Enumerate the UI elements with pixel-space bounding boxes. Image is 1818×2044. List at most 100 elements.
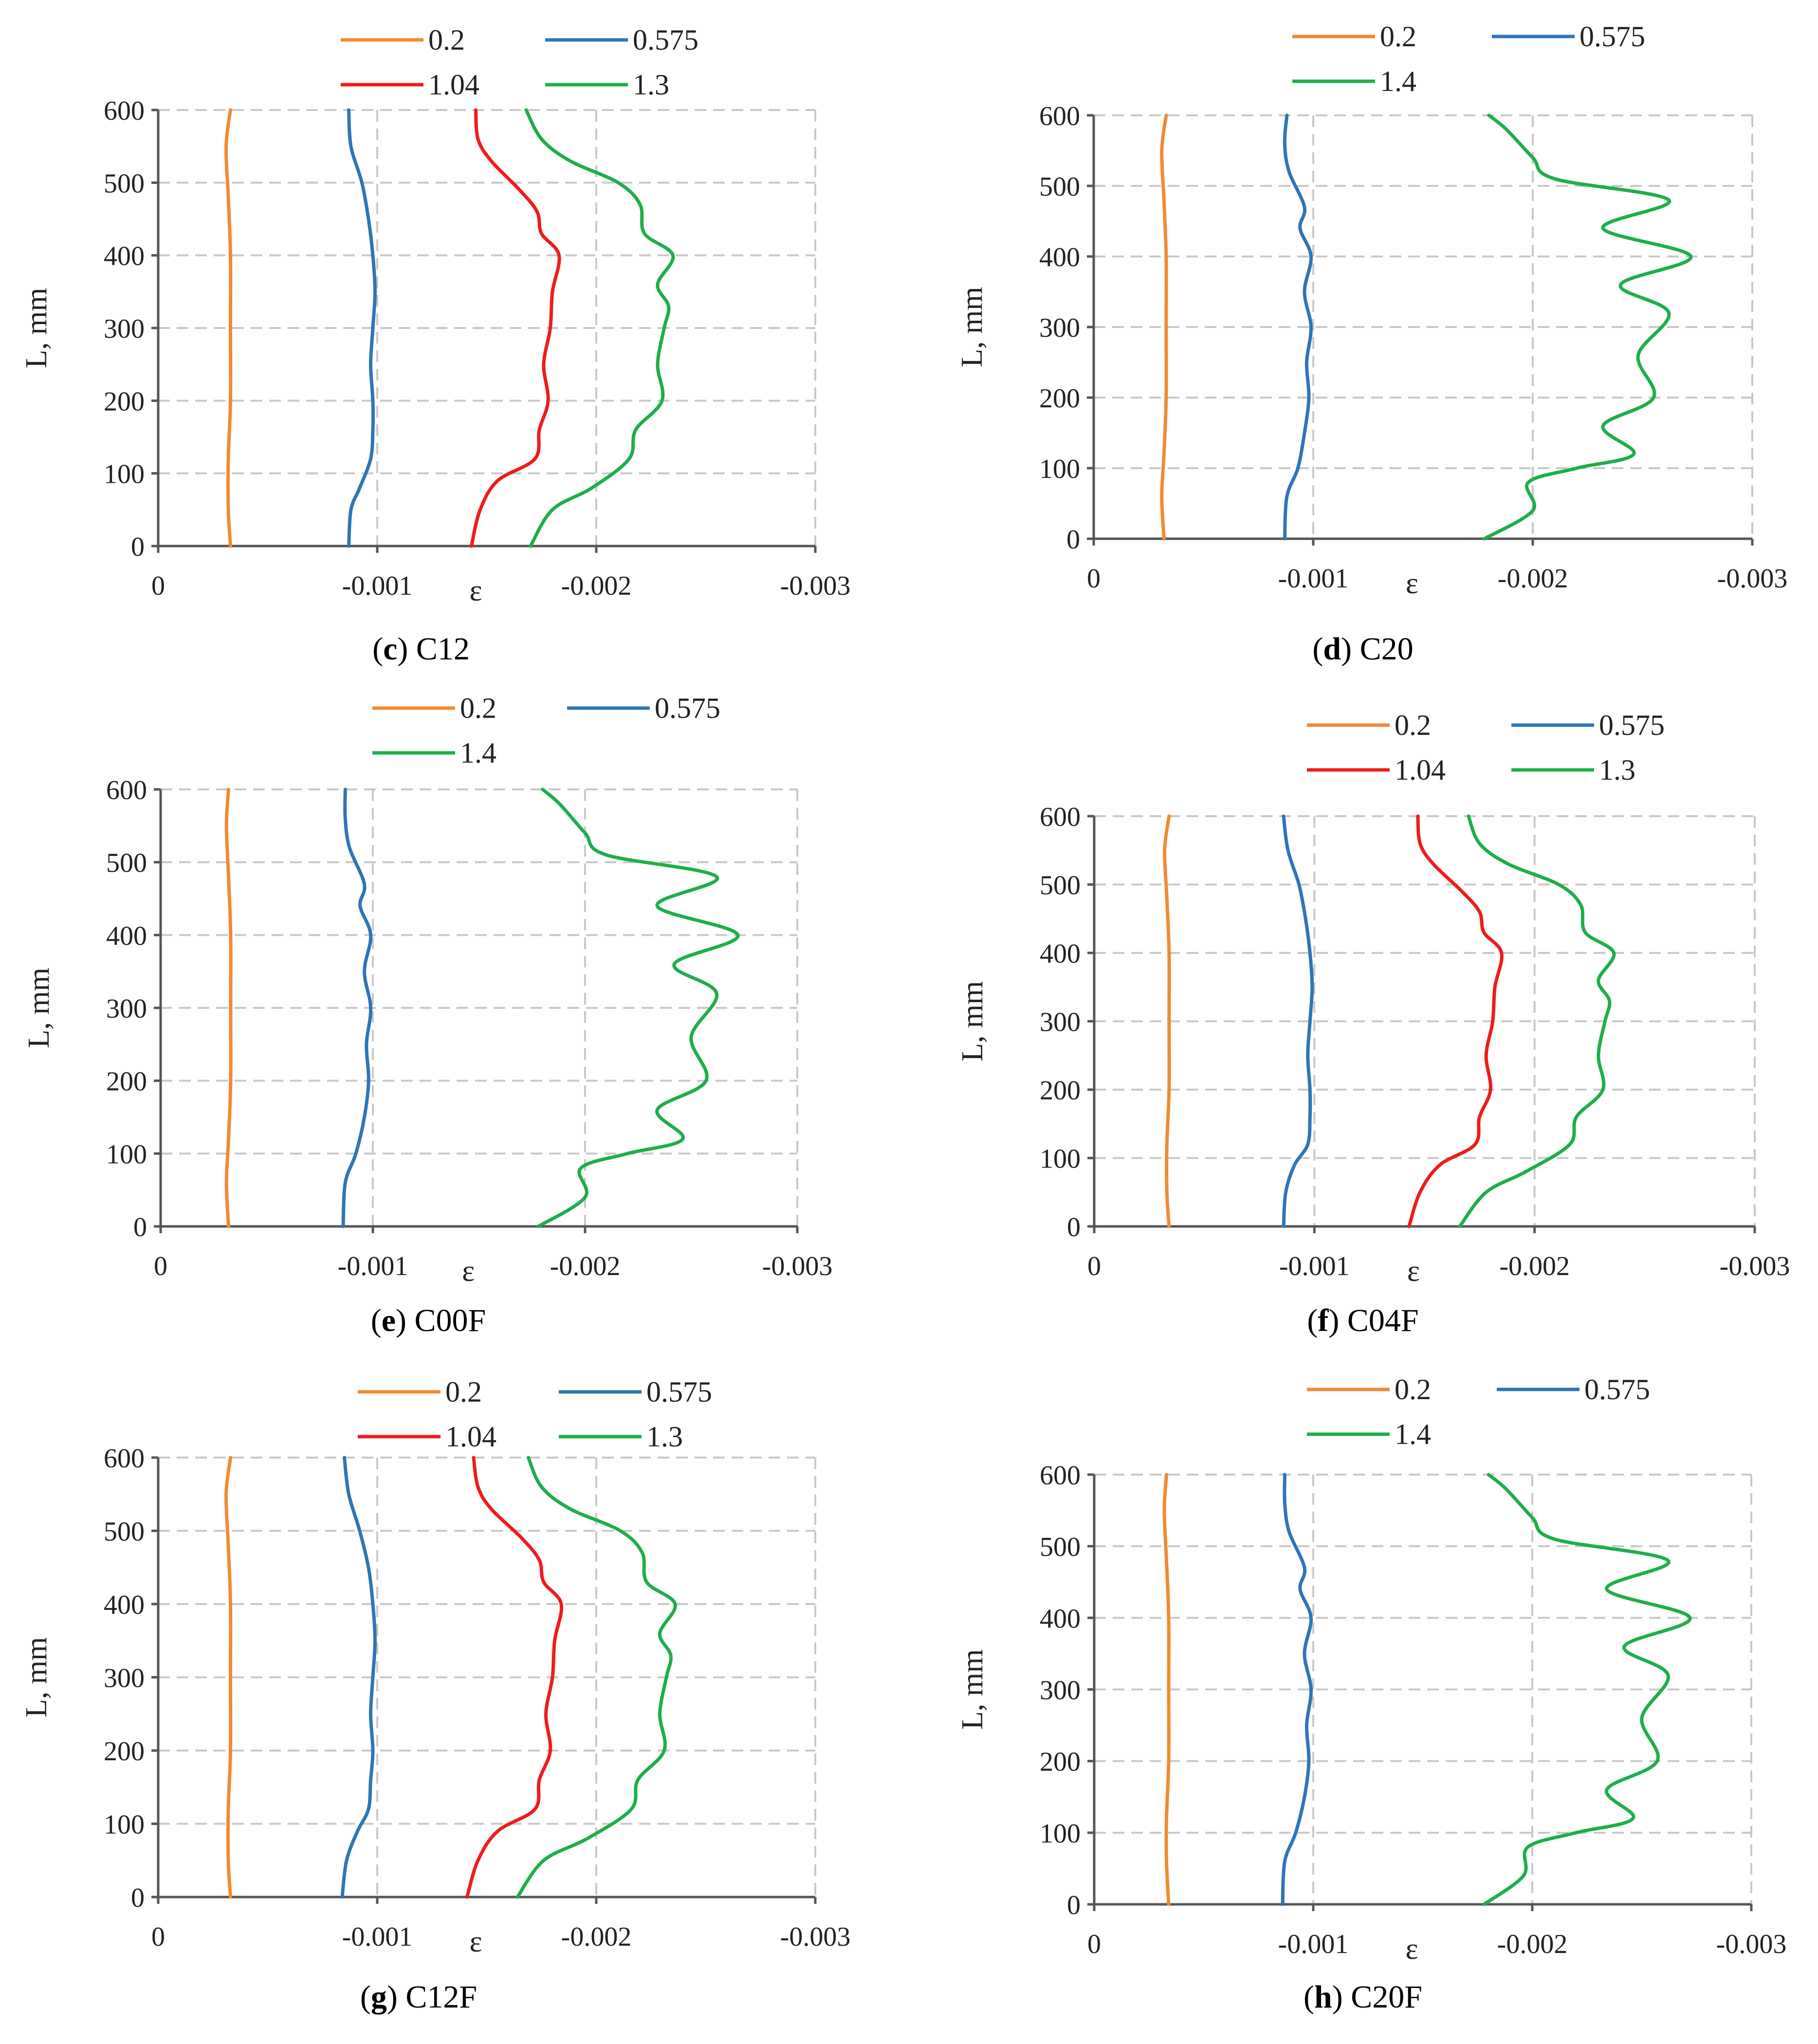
caption-name: C04F: [1347, 1303, 1419, 1338]
y-axis-label: L, mm: [22, 967, 55, 1048]
series-line-1-3: [524, 108, 675, 548]
x-tick-label: -0.003: [1716, 1929, 1787, 1959]
x-tick-label: 0: [154, 1251, 167, 1281]
x-tick-label: -0.001: [1278, 1929, 1349, 1959]
y-axis-label: L, mm: [956, 1649, 989, 1730]
legend-label: 1.04: [1395, 754, 1446, 786]
x-tick-label: 0: [151, 571, 165, 601]
x-tick-label: -0.002: [1497, 1929, 1568, 1959]
y-tick-label: 200: [1040, 1076, 1081, 1106]
x-tick-label: -0.002: [550, 1251, 621, 1281]
series-line-1-4: [1483, 113, 1693, 541]
x-tick-label: -0.002: [561, 1922, 632, 1952]
y-tick-label: 200: [104, 386, 145, 417]
legend-label: 0.575: [1584, 1373, 1650, 1405]
caption-letter: e: [382, 1303, 396, 1338]
caption-paren-close: ): [396, 1303, 414, 1338]
x-tick-label: -0.001: [1278, 564, 1349, 594]
y-tick-label: 200: [104, 1736, 145, 1767]
y-tick-label: 300: [104, 1663, 145, 1694]
y-tick-label: 400: [104, 241, 145, 272]
y-axis-label: L, mm: [20, 1637, 53, 1717]
y-tick-label: 600: [1040, 802, 1081, 832]
y-tick-label: 100: [106, 1139, 147, 1169]
y-tick-label: 300: [106, 994, 147, 1024]
caption-letter: d: [1323, 631, 1341, 667]
x-tick-label: -0.003: [780, 1922, 851, 1952]
caption-paren-open: (: [372, 631, 383, 667]
legend-label: 0.575: [655, 692, 720, 724]
x-tick-label: 0: [151, 1922, 165, 1952]
legend-label: 1.4: [1395, 1418, 1431, 1450]
y-tick-label: 500: [104, 168, 145, 199]
series-line-0-2: [1162, 1473, 1171, 1906]
x-tick-label: -0.003: [1717, 564, 1788, 594]
x-tick-label: -0.002: [561, 571, 632, 601]
y-axis-label: L, mm: [956, 981, 989, 1061]
caption-paren-close: ): [1332, 1979, 1351, 2015]
caption-name: C20F: [1351, 1979, 1422, 2015]
x-axis-label: ε: [469, 574, 482, 607]
caption-paren-open: (: [360, 1979, 371, 2015]
caption-letter: c: [383, 631, 397, 667]
y-tick-label: 300: [104, 314, 145, 344]
y-tick-label: 400: [1039, 242, 1080, 273]
caption-letter: f: [1318, 1303, 1329, 1338]
series-line-0-575: [347, 108, 377, 548]
series-line-0-2: [1160, 113, 1168, 541]
x-tick-label: -0.001: [338, 1251, 408, 1281]
y-tick-label: 300: [1040, 1007, 1081, 1038]
panel-caption: (f) C04F: [1307, 1303, 1418, 1338]
y-tick-label: 600: [104, 1443, 145, 1474]
x-axis-label: ε: [469, 1925, 482, 1958]
x-tick-label: 0: [1087, 1929, 1101, 1959]
chart-panel-e: 0 100 200 300 400 500 600 0 -0.001 -0.002 -0.003 ε L…: [22, 692, 832, 1338]
y-tick-label: 600: [1040, 1460, 1081, 1491]
panel-caption: (e) C00F: [371, 1303, 486, 1338]
caption-paren-close: ): [397, 631, 416, 667]
legend-label: 0.575: [1599, 709, 1665, 741]
x-tick-label: 0: [1087, 564, 1101, 594]
legend-label: 1.04: [428, 69, 479, 101]
legend-label: 1.3: [1599, 754, 1635, 786]
legend-label: 1.4: [1380, 65, 1416, 97]
y-tick-label: 400: [1040, 1604, 1081, 1634]
y-tick-label: 400: [106, 921, 147, 951]
chart-panel-d: 0 100 200 300 400 500 600 0 -0.001 -0.002 -0.003 ε L…: [955, 20, 1787, 667]
legend-label: 0.575: [646, 1376, 712, 1408]
y-tick-label: 100: [1040, 1819, 1081, 1849]
caption-paren-open: (: [1304, 1979, 1314, 2015]
x-tick-label: 0: [1087, 1251, 1101, 1281]
caption-name: C00F: [415, 1303, 486, 1338]
caption-letter: g: [371, 1979, 387, 2015]
x-axis-label: ε: [1406, 567, 1418, 600]
x-tick-label: -0.003: [1720, 1251, 1790, 1281]
x-tick-label: -0.003: [780, 571, 851, 601]
legend-label: 1.04: [445, 1421, 496, 1453]
legend-label: 0.2: [1395, 709, 1431, 741]
y-tick-label: 0: [131, 532, 145, 562]
chart-panel-c: 0 100 200 300 400 500 600 0 -0.001 -0.002 -0.003 ε L…: [20, 24, 850, 667]
y-tick-label: 600: [104, 96, 145, 126]
y-tick-label: 100: [104, 459, 145, 490]
chart-panel-h: 0 100 200 300 400 500 600 0 -0.001 -0.002 -0.003 ε L…: [956, 1373, 1786, 2015]
y-tick-label: 200: [106, 1067, 147, 1097]
series-line-0-575: [341, 787, 373, 1228]
series-line-0-575: [1281, 1473, 1313, 1906]
series-line-0-2: [1163, 814, 1171, 1228]
panel-caption: (h) C20F: [1304, 1979, 1422, 2015]
series-line-0-2: [224, 1456, 233, 1899]
y-tick-label: 0: [131, 1883, 145, 1913]
series-line-1-04: [470, 108, 561, 548]
x-axis-label: ε: [462, 1255, 475, 1288]
x-tick-label: -0.002: [1498, 564, 1568, 594]
y-tick-label: 100: [104, 1810, 145, 1840]
legend-label: 0.2: [445, 1376, 482, 1408]
series-line-0-575: [340, 1456, 377, 1899]
caption-name: C20: [1360, 631, 1414, 667]
legend-label: 0.575: [1579, 20, 1645, 53]
panel-caption: (g) C12F: [360, 1979, 477, 2015]
caption-paren-close: ): [1341, 631, 1359, 667]
y-tick-label: 400: [104, 1590, 145, 1620]
